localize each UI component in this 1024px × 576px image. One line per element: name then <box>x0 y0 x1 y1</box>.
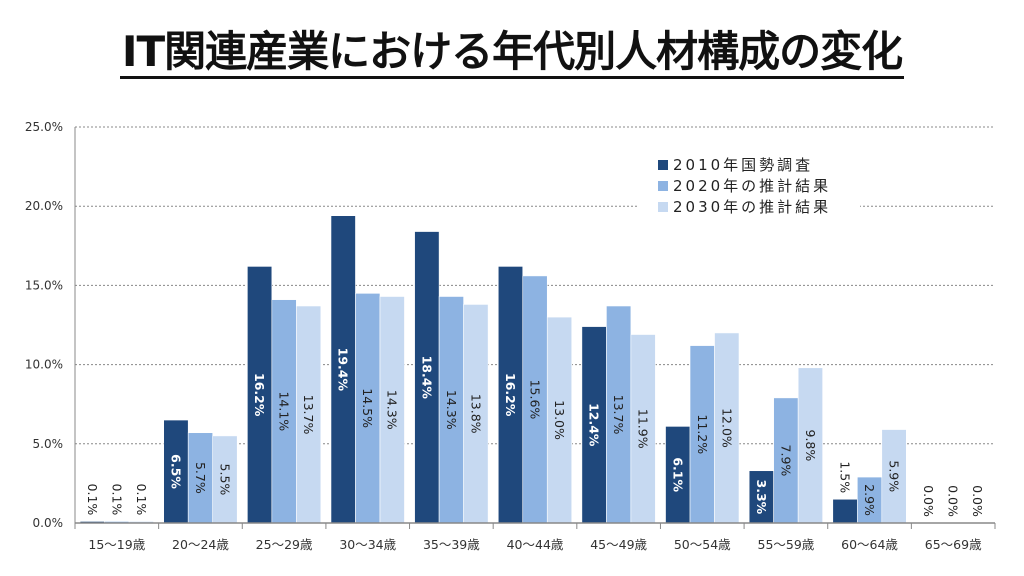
legend-swatch <box>658 202 668 212</box>
y-tick-label: 10.0% <box>25 358 63 372</box>
x-tick-label: 25～29歳 <box>256 537 313 552</box>
y-tick-label: 20.0% <box>25 199 63 213</box>
data-label: 1.5% <box>838 461 853 493</box>
bar <box>438 296 464 524</box>
bar <box>630 334 656 524</box>
bar <box>881 429 907 524</box>
chart-title-text: IT関連産業における年代別人材構成の変化 <box>119 27 905 79</box>
chart-title: IT関連産業における年代別人材構成の変化 <box>0 18 1024 79</box>
bar <box>163 419 189 524</box>
data-label: 5.7% <box>193 462 208 494</box>
data-label: 13.7% <box>611 395 626 435</box>
bar <box>414 231 440 524</box>
data-label: 7.9% <box>778 445 793 477</box>
bar <box>689 345 715 524</box>
data-label: 18.4% <box>419 356 434 400</box>
x-tick-label: 35～39歳 <box>423 537 480 552</box>
bar <box>856 476 883 524</box>
bar <box>296 305 322 524</box>
data-label: 0.0% <box>921 485 936 517</box>
data-label: 14.3% <box>444 390 459 430</box>
y-tick-label: 5.0% <box>33 437 64 451</box>
x-tick-label: 30～34歳 <box>339 537 396 552</box>
legend-label: 2030年の推計結果 <box>673 198 831 216</box>
bar <box>522 275 548 524</box>
bar <box>832 498 858 524</box>
x-tick-label: 55～59歳 <box>758 537 815 552</box>
bar <box>606 305 632 524</box>
data-label: 12.0% <box>719 408 734 448</box>
data-label: 13.7% <box>301 395 316 435</box>
data-label: 14.3% <box>385 390 400 430</box>
data-label: 0.0% <box>970 485 985 517</box>
data-label: 5.9% <box>887 460 902 492</box>
bar <box>581 326 607 524</box>
data-label: 5.5% <box>217 464 232 496</box>
data-label: 6.5% <box>168 454 183 489</box>
data-label: 16.2% <box>252 373 267 417</box>
x-tick-label: 20～24歳 <box>172 537 229 552</box>
data-label: 14.1% <box>277 391 292 431</box>
legend-swatch <box>658 160 668 170</box>
x-tick-label: 40～44歳 <box>507 537 564 552</box>
x-tick-label: 15～19歳 <box>88 537 145 552</box>
data-label: 0.1% <box>134 484 149 516</box>
y-tick-label: 0.0% <box>33 516 64 530</box>
data-label: 12.4% <box>587 403 602 447</box>
data-label: 0.0% <box>946 485 961 517</box>
bar <box>665 426 691 524</box>
data-label: 0.1% <box>109 484 124 516</box>
data-label: 15.6% <box>528 380 543 420</box>
bar <box>330 215 356 524</box>
legend-label: 2020年の推計結果 <box>673 177 831 195</box>
data-label: 11.9% <box>636 409 651 449</box>
x-tick-label: 60～64歳 <box>841 537 898 552</box>
data-label: 3.3% <box>754 480 769 515</box>
bar <box>271 299 297 524</box>
x-tick-label: 65～69歳 <box>925 537 982 552</box>
y-tick-label: 15.0% <box>25 278 63 292</box>
bar <box>748 470 774 524</box>
data-label: 0.1% <box>85 484 100 516</box>
data-label: 2.9% <box>862 484 877 516</box>
bar <box>546 316 573 524</box>
y-tick-label: 25.0% <box>25 120 63 134</box>
legend-box <box>638 150 860 228</box>
data-label: 13.0% <box>552 400 567 440</box>
bar <box>797 367 823 524</box>
data-label: 14.5% <box>360 388 375 428</box>
data-label: 16.2% <box>503 373 518 417</box>
legend-swatch <box>658 181 668 191</box>
data-label: 11.2% <box>695 414 710 454</box>
bar <box>212 435 238 524</box>
x-tick-label: 45～49歳 <box>590 537 647 552</box>
legend-label: 2010年国勢調査 <box>673 156 813 174</box>
bar <box>379 296 405 524</box>
data-label: 13.8% <box>468 394 483 434</box>
data-label: 6.1% <box>670 457 685 492</box>
bar <box>497 266 524 524</box>
x-tick-label: 50～54歳 <box>674 537 731 552</box>
data-label: 19.4% <box>336 348 351 392</box>
data-label: 9.8% <box>803 430 818 462</box>
